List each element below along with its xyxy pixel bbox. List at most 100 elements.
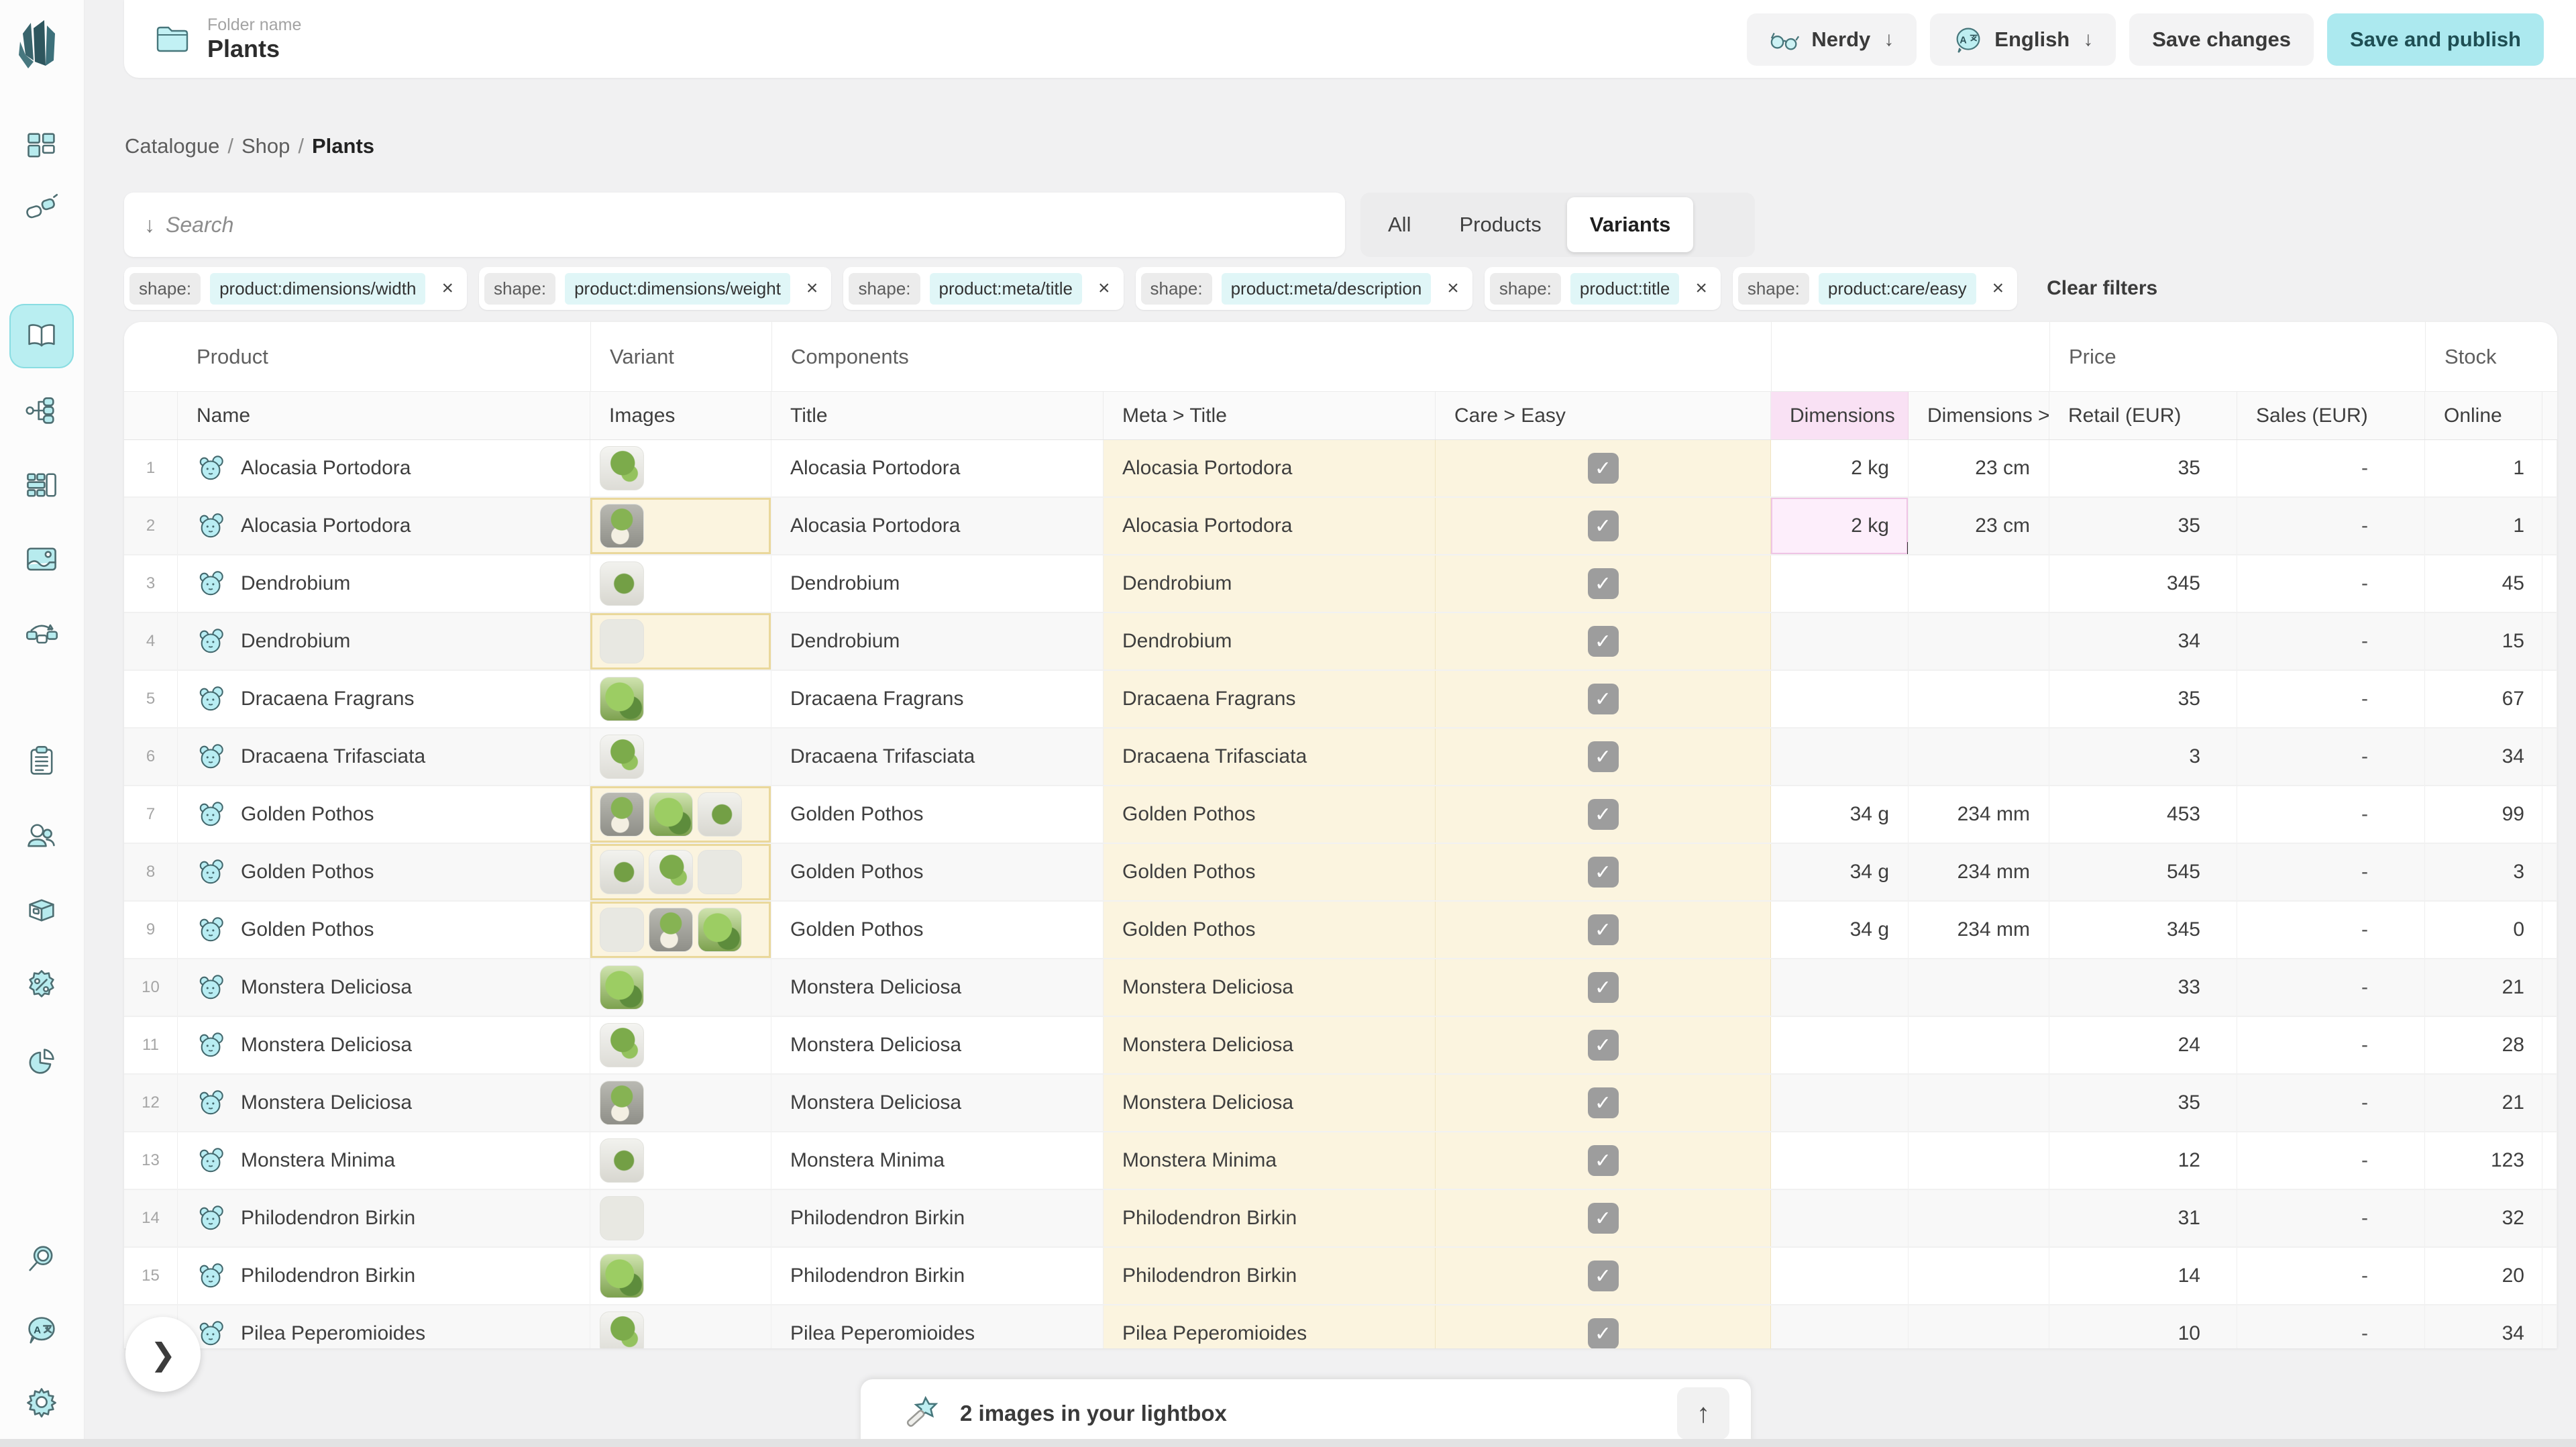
save-and-publish-button[interactable]: Save and publish: [2327, 13, 2544, 66]
meta-title-cell[interactable]: Dendrobium: [1104, 555, 1436, 612]
images-cell[interactable]: [590, 959, 771, 1016]
meta-title-cell[interactable]: Philodendron Birkin: [1104, 1248, 1436, 1304]
user-menu-button[interactable]: Nerdy ↓: [1747, 13, 1917, 66]
meta-title-cell[interactable]: Dendrobium: [1104, 613, 1436, 669]
stock-online-cell[interactable]: 1: [2425, 498, 2542, 554]
meta-title-cell[interactable]: Golden Pothos: [1104, 786, 1436, 843]
care-easy-cell[interactable]: ✓: [1436, 1017, 1771, 1073]
col-dimensions-2[interactable]: Dimensions >: [1909, 392, 2049, 439]
stock-online-cell[interactable]: 32: [2425, 1190, 2542, 1246]
chip-remove-icon[interactable]: ×: [435, 277, 460, 300]
dimensions2-cell[interactable]: [1909, 1017, 2049, 1073]
dimensions-cell[interactable]: [1771, 1017, 1909, 1073]
tab-all[interactable]: All: [1365, 197, 1434, 252]
sidebar-item-fulfilment-box[interactable]: [9, 878, 74, 943]
meta-title-cell[interactable]: Monstera Deliciosa: [1104, 959, 1436, 1016]
variant-image-thumbnail[interactable]: [600, 1081, 644, 1125]
retail-price-cell[interactable]: 34: [2049, 613, 2237, 669]
variant-image-thumbnail[interactable]: [600, 1311, 644, 1348]
dimensions-cell[interactable]: [1771, 1190, 1909, 1246]
sales-price-cell[interactable]: -: [2237, 555, 2425, 612]
care-easy-cell[interactable]: ✓: [1436, 1190, 1771, 1246]
variant-image-thumbnail[interactable]: [600, 908, 644, 952]
tab-products[interactable]: Products: [1436, 197, 1564, 252]
checkbox-checked[interactable]: ✓: [1588, 568, 1619, 599]
care-easy-cell[interactable]: ✓: [1436, 902, 1771, 958]
dimensions-cell[interactable]: [1771, 729, 1909, 785]
checkbox-checked[interactable]: ✓: [1588, 972, 1619, 1003]
stock-online-cell[interactable]: 15: [2425, 613, 2542, 669]
images-cell[interactable]: [590, 902, 771, 958]
dimensions2-cell[interactable]: [1909, 555, 2049, 612]
stock-online-cell[interactable]: 123: [2425, 1132, 2542, 1189]
title-cell[interactable]: Monstera Deliciosa: [771, 1017, 1104, 1073]
retail-price-cell[interactable]: 3: [2049, 729, 2237, 785]
dimensions-cell[interactable]: 34 g: [1771, 786, 1909, 843]
dimensions2-cell[interactable]: 234 mm: [1909, 786, 2049, 843]
meta-title-cell[interactable]: Monstera Deliciosa: [1104, 1075, 1436, 1131]
dimensions-cell[interactable]: [1771, 959, 1909, 1016]
col-retail[interactable]: Retail (EUR): [2049, 392, 2237, 439]
sidebar-item-pipelines-flow[interactable]: [9, 378, 74, 443]
chip-remove-icon[interactable]: ×: [1440, 277, 1466, 300]
retail-price-cell[interactable]: 35: [2049, 440, 2237, 496]
meta-title-cell[interactable]: Golden Pothos: [1104, 844, 1436, 900]
chip-remove-icon[interactable]: ×: [1091, 277, 1117, 300]
app-logo-icon[interactable]: [9, 15, 74, 79]
sales-price-cell[interactable]: -: [2237, 902, 2425, 958]
sidebar-item-catalogue-book[interactable]: [9, 304, 74, 368]
product-name[interactable]: Monstera Deliciosa: [241, 1034, 412, 1057]
checkbox-checked[interactable]: ✓: [1588, 626, 1619, 657]
checkbox-checked[interactable]: ✓: [1588, 914, 1619, 945]
care-easy-cell[interactable]: ✓: [1436, 1132, 1771, 1189]
dimensions2-cell[interactable]: [1909, 959, 2049, 1016]
sales-price-cell[interactable]: -: [2237, 1075, 2425, 1131]
title-cell[interactable]: Dracaena Trifasciata: [771, 729, 1104, 785]
retail-price-cell[interactable]: 35: [2049, 498, 2237, 554]
product-name[interactable]: Philodendron Birkin: [241, 1207, 415, 1230]
stock-online-cell[interactable]: 21: [2425, 1075, 2542, 1131]
images-cell[interactable]: [590, 729, 771, 785]
checkbox-checked[interactable]: ✓: [1588, 453, 1619, 484]
sidebar-item-discounts-percent[interactable]: [9, 953, 74, 1017]
variant-image-thumbnail[interactable]: [649, 792, 693, 837]
meta-title-cell[interactable]: Philodendron Birkin: [1104, 1190, 1436, 1246]
dimensions-cell[interactable]: [1771, 1132, 1909, 1189]
product-name[interactable]: Pilea Peperomioides: [241, 1322, 425, 1345]
meta-title-cell[interactable]: Golden Pothos: [1104, 902, 1436, 958]
sales-price-cell[interactable]: -: [2237, 613, 2425, 669]
dimensions-cell[interactable]: [1771, 671, 1909, 727]
dimensions-cell[interactable]: 34 g: [1771, 844, 1909, 900]
retail-price-cell[interactable]: 10: [2049, 1305, 2237, 1348]
care-easy-cell[interactable]: ✓: [1436, 555, 1771, 612]
dimensions2-cell[interactable]: [1909, 1190, 2049, 1246]
variant-image-thumbnail[interactable]: [600, 561, 644, 606]
dimensions2-cell[interactable]: [1909, 613, 2049, 669]
sales-price-cell[interactable]: -: [2237, 440, 2425, 496]
images-cell[interactable]: [590, 786, 771, 843]
sales-price-cell[interactable]: -: [2237, 729, 2425, 785]
title-cell[interactable]: Dendrobium: [771, 555, 1104, 612]
stock-online-cell[interactable]: 1: [2425, 440, 2542, 496]
meta-title-cell[interactable]: Monstera Minima: [1104, 1132, 1436, 1189]
dimensions2-cell[interactable]: [1909, 1248, 2049, 1304]
col-title[interactable]: Title: [771, 392, 1104, 439]
retail-price-cell[interactable]: 12: [2049, 1132, 2237, 1189]
dimensions-cell[interactable]: [1771, 1305, 1909, 1348]
care-easy-cell[interactable]: ✓: [1436, 1248, 1771, 1304]
product-name[interactable]: Philodendron Birkin: [241, 1265, 415, 1287]
checkbox-checked[interactable]: ✓: [1588, 511, 1619, 541]
variant-image-thumbnail[interactable]: [600, 677, 644, 721]
sales-price-cell[interactable]: -: [2237, 1017, 2425, 1073]
checkbox-checked[interactable]: ✓: [1588, 1145, 1619, 1176]
meta-title-cell[interactable]: Dracaena Fragrans: [1104, 671, 1436, 727]
col-sales[interactable]: Sales (EUR): [2237, 392, 2425, 439]
dimensions2-cell[interactable]: 23 cm: [1909, 498, 2049, 554]
variant-image-thumbnail[interactable]: [600, 735, 644, 779]
variant-image-thumbnail[interactable]: [600, 1023, 644, 1067]
images-cell[interactable]: [590, 1132, 771, 1189]
sales-price-cell[interactable]: -: [2237, 498, 2425, 554]
col-online[interactable]: Online: [2425, 392, 2542, 439]
chip-remove-icon[interactable]: ×: [800, 277, 825, 300]
variant-image-thumbnail[interactable]: [600, 1254, 644, 1298]
